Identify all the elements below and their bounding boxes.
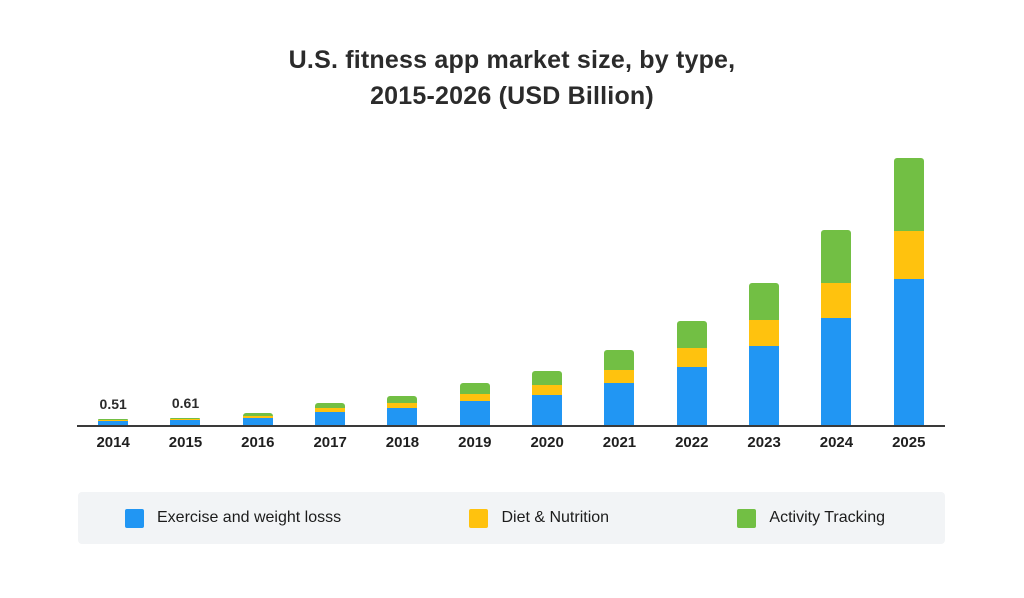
bar-segment — [170, 420, 201, 425]
legend-label: Activity Tracking — [769, 509, 885, 526]
bar-segment — [315, 408, 346, 413]
bar-segment — [242, 415, 273, 418]
x-tick-label: 2024 — [819, 434, 854, 451]
bar-segment — [98, 419, 129, 422]
bar-segment — [676, 348, 707, 367]
bar-group-2016 — [222, 135, 294, 425]
x-tick-label: 2018 — [385, 434, 420, 451]
bar-group-2021 — [583, 135, 655, 425]
bar-segment — [749, 320, 780, 346]
bar-group-2019 — [439, 135, 511, 425]
bar-value-label: 0.51 — [99, 396, 127, 413]
bar-segment — [315, 402, 346, 409]
bar-group-2020 — [511, 135, 583, 425]
legend-swatch-icon — [737, 508, 757, 528]
legend-item: Exercise and weight losss — [125, 508, 342, 528]
bar-segment — [242, 413, 273, 416]
legend-swatch-icon — [469, 508, 489, 528]
bar-segment — [749, 282, 780, 321]
bar-segment — [893, 279, 924, 425]
legend-item: Diet & Nutrition — [469, 508, 610, 528]
bar-group-2015: 0.61 — [149, 135, 221, 425]
bar-segment — [532, 394, 563, 425]
x-tick-label: 2020 — [530, 434, 564, 451]
legend-item: Activity Tracking — [737, 508, 885, 528]
bar-segment — [387, 395, 418, 403]
plot-area: 0.51 0.61 — [77, 135, 945, 425]
x-tick-label: 2023 — [747, 434, 781, 451]
x-tick-label: 2022 — [675, 434, 709, 451]
bar-segment — [749, 345, 780, 425]
bar-segment — [821, 317, 852, 425]
bar-group-2014: 0.51 — [77, 135, 149, 425]
bar-group-2018 — [366, 135, 438, 425]
legend: Exercise and weight losss Diet & Nutritio… — [78, 492, 945, 544]
chart-title: U.S. fitness app market size, by type, 2… — [0, 42, 1024, 115]
x-axis-line — [77, 425, 945, 427]
bar-segment — [604, 350, 635, 370]
x-tick-label: 2015 — [168, 434, 203, 451]
x-tick-label: 2025 — [892, 434, 926, 451]
bar-segment — [170, 418, 201, 421]
bar-segment — [98, 419, 129, 420]
bar-segment — [242, 418, 273, 425]
x-tick-label: 2019 — [458, 434, 492, 451]
bar-segment — [893, 231, 924, 280]
bar-segment — [459, 401, 490, 425]
bar-segment — [676, 366, 707, 425]
bar-group-2017 — [294, 135, 366, 425]
chart-title-line1: U.S. fitness app market size, by type, — [288, 46, 736, 74]
bar-group-2025 — [873, 135, 945, 425]
bar-segment — [387, 408, 418, 425]
bar-segment — [821, 282, 852, 318]
bar-group-2022 — [656, 135, 728, 425]
bar-segment — [676, 321, 707, 349]
bar-segment — [459, 383, 490, 394]
bar-segment — [532, 371, 563, 385]
x-tick-label: 2021 — [602, 434, 637, 451]
x-tick-label: 2014 — [96, 434, 130, 451]
bar-segment — [604, 383, 635, 425]
chart-title-line2: 2015-2026 (USD Billion) — [370, 82, 654, 111]
legend-swatch-icon — [125, 508, 144, 528]
bar-segment — [459, 393, 490, 402]
bar-segment — [821, 230, 852, 283]
legend-label: Diet & Nutrition — [501, 509, 610, 526]
bar-segment — [170, 417, 201, 419]
bar-group-2024 — [800, 135, 872, 425]
bar-segment — [387, 402, 418, 409]
bar-segment — [604, 369, 635, 383]
bar-segment — [532, 384, 563, 395]
bar-segment — [315, 412, 346, 425]
bar-segment — [98, 421, 129, 425]
bar-segment — [893, 157, 924, 232]
legend-label: Exercise and weight losss — [157, 509, 342, 526]
x-axis-labels: 2014 2015 2016 2017 2018 2019 2020 2021 2022 2023… — [77, 434, 945, 451]
x-tick-label: 2017 — [313, 434, 347, 451]
bar-value-label: 0.61 — [171, 394, 200, 411]
x-tick-label: 2016 — [241, 434, 275, 451]
bar-group-2023 — [728, 135, 800, 425]
